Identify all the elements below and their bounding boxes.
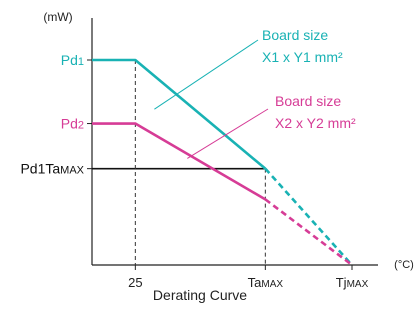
- y-tick-label-main: Pd: [61, 116, 78, 132]
- y-tick-label: Pd1: [61, 52, 84, 68]
- x-tick-label: TaMAX: [248, 275, 284, 290]
- annotation-1-line1: Board size: [262, 27, 328, 43]
- y-tick-label-main: Pd: [61, 52, 78, 68]
- y-tick-label: Pd1TaMAX: [20, 161, 84, 177]
- x-tick-label: TjMAX: [336, 275, 369, 290]
- annotation-2-line1: Board size: [275, 93, 341, 109]
- annotation-2-line2: X2 x Y2 mm²: [275, 115, 356, 131]
- annotation-2-leader: [187, 108, 269, 159]
- annotation-1-leader: [154, 39, 259, 110]
- x-tick-label-main: Tj: [336, 275, 347, 290]
- x-tick-label-main: Ta: [248, 275, 263, 290]
- series-2-dashed-line: [264, 198, 353, 267]
- chart-title: Derating Curve: [153, 287, 247, 303]
- y-tick-label-sub: 2: [78, 120, 84, 132]
- reference-lines: [92, 60, 266, 265]
- series-2-solid-line: [92, 122, 266, 201]
- y-tick-label-sub: MAX: [60, 165, 85, 177]
- x-tick-label-main: 25: [128, 275, 142, 290]
- x-tick-label: 25: [128, 275, 142, 290]
- x-tick-label-sub: MAX: [261, 279, 283, 290]
- annotation-1-line2: X1 x Y1 mm²: [262, 49, 343, 65]
- series-1-dashed-line: [264, 167, 353, 266]
- series-lines: [92, 58, 353, 267]
- x-axis-unit: (°C): [394, 259, 414, 271]
- annotation-callouts: Board size X1 x Y1 mm² Board size X2 x Y2 m…: [154, 27, 356, 159]
- y-axis-unit: (mW): [43, 10, 72, 24]
- y-tick-label-sub: 1: [78, 56, 84, 68]
- series-1-solid-line: [92, 58, 267, 170]
- y-tick-label-main: Pd1Ta: [20, 161, 60, 177]
- x-tick-label-sub: MAX: [347, 279, 369, 290]
- y-tick-label: Pd2: [61, 116, 84, 132]
